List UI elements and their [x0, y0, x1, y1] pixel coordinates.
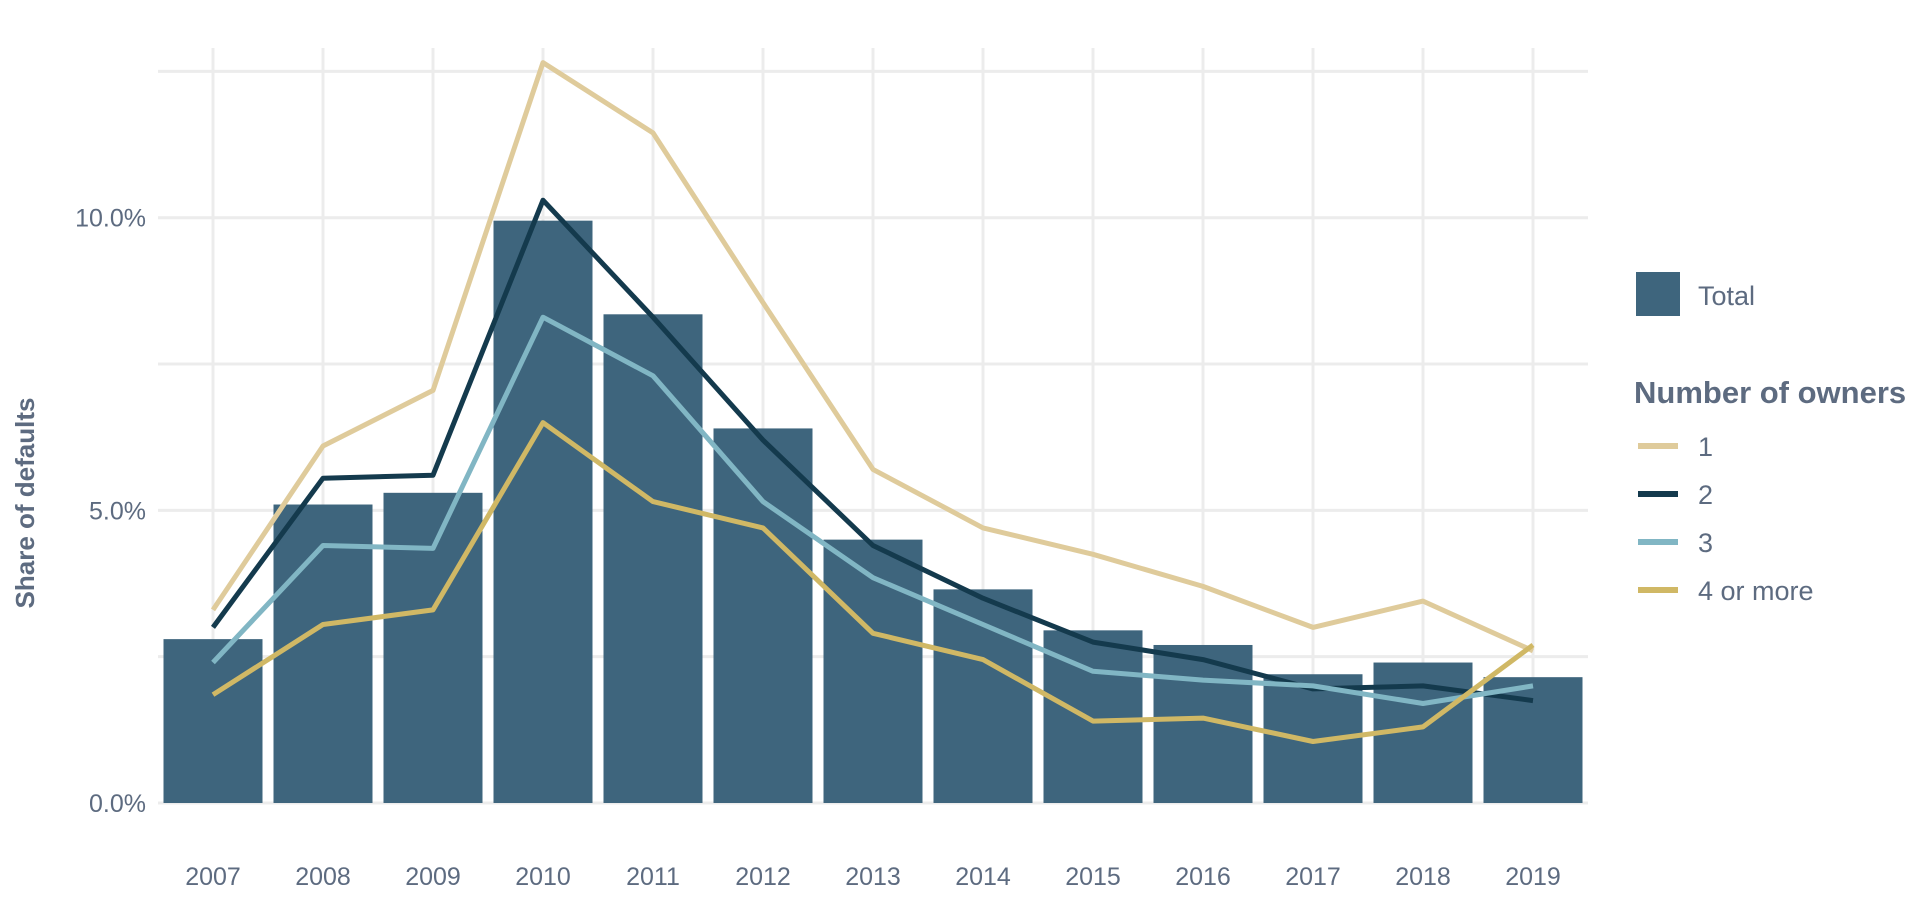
x-tick-label: 2016 — [1175, 863, 1231, 891]
legend-label-series: 4 or more — [1698, 576, 1814, 606]
x-tick-label: 2009 — [405, 863, 461, 891]
x-tick-label: 2008 — [295, 863, 351, 891]
bar-total-2014 — [933, 589, 1033, 803]
x-tick-label: 2012 — [735, 863, 791, 891]
x-tick-label: 2017 — [1285, 863, 1341, 891]
legend-label-series: 3 — [1698, 528, 1713, 558]
line-series-4 — [211, 420, 1535, 744]
x-tick-label: 2010 — [515, 863, 571, 891]
x-tick-label: 2018 — [1395, 863, 1451, 891]
legend-label-series: 1 — [1698, 432, 1713, 462]
bar-total-2012 — [713, 428, 813, 803]
y-axis: 0.0% 5.0% 10.0% — [75, 205, 146, 818]
x-tick-label: 2013 — [845, 863, 901, 891]
x-tick-label: 2015 — [1065, 863, 1121, 891]
x-tick-label: 2007 — [185, 863, 241, 891]
legend-label-total: Total — [1698, 281, 1755, 311]
legend-title: Number of owners — [1634, 375, 1906, 410]
x-tick-label: 2019 — [1505, 863, 1561, 891]
line-series-1 — [210, 60, 1535, 654]
legend-swatch-total — [1636, 272, 1680, 316]
bars — [163, 220, 1583, 804]
line-series-2 — [210, 197, 1534, 704]
legend-series: 1 2 3 4 or more — [1638, 432, 1814, 606]
y-axis-title: Share of defaults — [10, 398, 40, 609]
bar-total-2009 — [383, 492, 483, 803]
y-tick-label: 5.0% — [89, 497, 146, 525]
series-lines — [210, 60, 1535, 744]
bar-total-2010 — [493, 220, 593, 804]
x-tick-label: 2014 — [955, 863, 1011, 891]
x-tick-label: 2011 — [626, 863, 680, 891]
legend-label-series: 2 — [1698, 480, 1713, 510]
x-axis: 2007 2008 2009 2010 2011 2012 2013 2014 2015 2016… — [185, 863, 1561, 891]
y-tick-label: 0.0% — [89, 790, 146, 818]
bar-total-2008 — [273, 504, 373, 803]
legend: Total Number of owners 1 2 3 4 or more — [1634, 272, 1906, 606]
bar-total-2013 — [823, 539, 923, 803]
y-tick-label: 10.0% — [75, 205, 146, 233]
bar-total-2007 — [163, 639, 263, 803]
line-series-3 — [211, 314, 1534, 706]
bar-total-2011 — [603, 314, 703, 803]
